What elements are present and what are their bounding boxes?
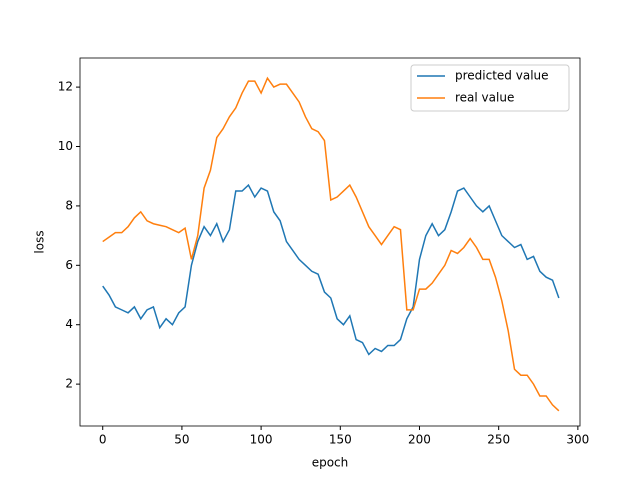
y-tick-label: 12 bbox=[58, 80, 73, 94]
plot-frame bbox=[79, 57, 581, 427]
y-tick-label: 6 bbox=[65, 258, 73, 272]
y-tick-label: 8 bbox=[65, 198, 73, 212]
x-tick-label: 200 bbox=[408, 433, 431, 447]
legend-label: real value bbox=[455, 91, 514, 105]
data-line bbox=[102, 76, 560, 412]
x-tick-label: 50 bbox=[174, 433, 189, 447]
x-axis-label: epoch bbox=[312, 456, 349, 470]
data-line bbox=[102, 183, 560, 356]
y-tick-label: 4 bbox=[65, 317, 73, 331]
x-tick-label: 150 bbox=[329, 433, 352, 447]
legend-label: predicted value bbox=[455, 69, 549, 83]
y-tick-label: 2 bbox=[65, 377, 73, 391]
y-axis-label: loss bbox=[33, 230, 47, 253]
legend-box bbox=[410, 64, 570, 112]
x-tick-label: 0 bbox=[99, 433, 107, 447]
y-tick-label: 10 bbox=[58, 139, 73, 153]
x-tick-label: 250 bbox=[487, 433, 510, 447]
x-tick-label: 100 bbox=[250, 433, 273, 447]
x-tick-label: 300 bbox=[566, 433, 589, 447]
